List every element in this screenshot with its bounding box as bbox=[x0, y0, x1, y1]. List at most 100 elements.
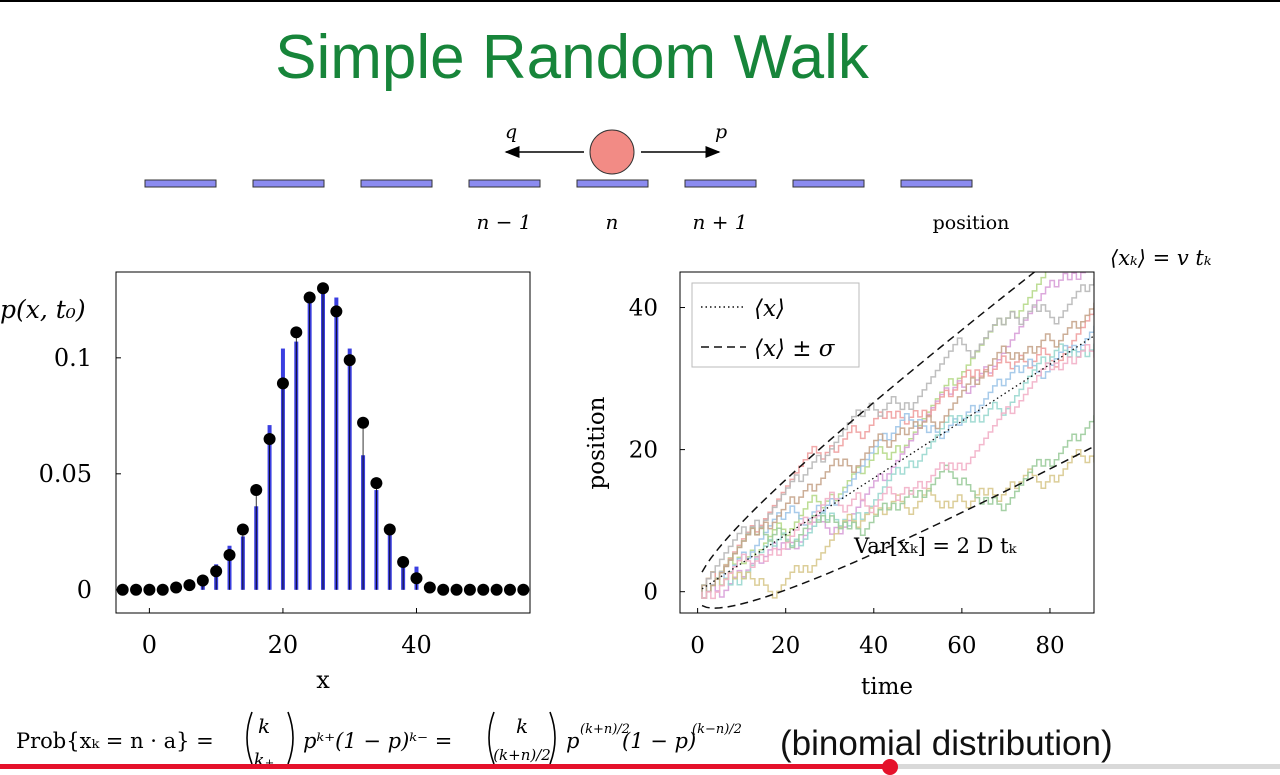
distribution-point bbox=[437, 583, 450, 596]
x-tick-label: 80 bbox=[1035, 633, 1064, 659]
distribution-point bbox=[263, 433, 276, 446]
distribution-point bbox=[343, 354, 356, 367]
mean-line bbox=[701, 335, 1094, 590]
distribution-point bbox=[116, 583, 129, 596]
binomial-note: (binomial distribution) bbox=[780, 724, 1113, 763]
random-walk-diagram: q p n − 1 n n + 1 position bbox=[144, 121, 1010, 234]
lattice-segment bbox=[792, 179, 865, 188]
trajectory-ticks: 0 20 40 60 80 0 20 40 bbox=[629, 296, 1065, 659]
variance-annotation: Var[xₖ] = 2 D tₖ bbox=[853, 534, 1018, 558]
lattice-segment bbox=[900, 179, 973, 188]
x-tick-label: 20 bbox=[268, 631, 299, 659]
legend-entry-sigma: ⟨x⟩ ± σ bbox=[754, 336, 836, 362]
formula-term2-exp: (k+n)/2 bbox=[580, 722, 630, 737]
y-tick-label: 20 bbox=[629, 438, 658, 464]
lower-sigma-line bbox=[701, 445, 1094, 609]
distribution-point bbox=[156, 583, 169, 596]
lattice-segment bbox=[576, 179, 649, 188]
y-tick-label: 0.1 bbox=[54, 344, 92, 372]
video-progress-fill bbox=[0, 764, 890, 769]
distribution-point bbox=[490, 583, 503, 596]
distribution-points bbox=[116, 282, 530, 596]
distribution-point bbox=[290, 326, 303, 339]
walker-particle bbox=[589, 129, 635, 175]
trajectory-line bbox=[701, 302, 1094, 593]
position-axis-label: position bbox=[933, 212, 1010, 234]
distribution-point bbox=[236, 523, 249, 536]
trajectory-frame bbox=[679, 271, 1095, 614]
trajectory-x-label: time bbox=[861, 674, 913, 700]
trajectory-line bbox=[701, 343, 1094, 600]
distribution-point bbox=[450, 583, 463, 596]
x-tick-label: 40 bbox=[401, 631, 432, 659]
lattice-segment bbox=[684, 179, 757, 188]
formula-term2-mid: (1 − p) bbox=[622, 729, 696, 753]
trajectory-line bbox=[701, 278, 1094, 592]
lattice-segment bbox=[144, 179, 217, 188]
trajectory-line bbox=[701, 343, 1094, 593]
distribution-point bbox=[130, 583, 143, 596]
distribution-point bbox=[397, 555, 410, 568]
x-tick-label: 60 bbox=[947, 633, 976, 659]
distribution-point bbox=[383, 523, 396, 536]
left-probability-label: q bbox=[505, 121, 517, 143]
distribution-point bbox=[317, 282, 329, 295]
y-tick-label: 40 bbox=[629, 296, 658, 322]
distribution-point bbox=[196, 574, 209, 587]
distribution-point bbox=[303, 291, 316, 304]
formula-term1: pᵏ⁺(1 − p)ᵏ⁻ = bbox=[303, 729, 452, 753]
formula-binom2-top: k bbox=[516, 714, 528, 738]
x-tick-label: 0 bbox=[142, 631, 157, 659]
site-label-n-plus-1: n + 1 bbox=[692, 210, 747, 234]
y-tick-label: 0 bbox=[77, 576, 92, 604]
x-tick-label: 20 bbox=[771, 633, 800, 659]
slide-title: Simple Random Walk bbox=[275, 23, 869, 92]
distribution-point bbox=[517, 583, 530, 596]
formula-term2-base: p bbox=[566, 729, 579, 753]
distribution-frame bbox=[115, 271, 531, 614]
mean-annotation: ⟨xₖ⟩ = v tₖ bbox=[1110, 246, 1212, 270]
distribution-point bbox=[276, 377, 289, 390]
y-tick-label: 0.05 bbox=[39, 460, 92, 488]
y-tick-label: 0 bbox=[643, 580, 658, 606]
distribution-ticks: 0 20 40 0 0.05 0.1 bbox=[39, 344, 432, 659]
distribution-point bbox=[250, 484, 263, 497]
trajectory-line bbox=[701, 415, 1094, 599]
formula-binom2-bottom: (k+n)/2 bbox=[493, 746, 551, 764]
trajectory-chart: 0 20 40 60 80 0 20 40 ⟨x⟩ ⟨x⟩ ± σ Var[xₖ] = 2 D… bbox=[584, 246, 1212, 700]
distribution-point bbox=[330, 305, 343, 318]
right-probability-label: p bbox=[715, 121, 727, 143]
formula-term2-exp2: (k−n)/2 bbox=[692, 722, 742, 737]
distribution-point bbox=[370, 477, 383, 490]
trajectory-y-label: position bbox=[584, 396, 610, 489]
distribution-point bbox=[410, 572, 423, 585]
site-label-n: n bbox=[606, 210, 619, 234]
trajectory-line bbox=[701, 449, 1094, 599]
lattice-segments bbox=[144, 179, 973, 188]
trajectory-line bbox=[701, 325, 1094, 593]
probability-formula: Prob{xₖ = n · a} = k k₊ pᵏ⁺(1 − p)ᵏ⁻ = k… bbox=[16, 711, 742, 771]
video-scrubber-handle[interactable] bbox=[881, 759, 898, 775]
upper-sigma-line bbox=[701, 272, 1036, 573]
lattice-segment bbox=[252, 179, 325, 188]
distribution-point bbox=[357, 416, 370, 429]
video-progress-bar[interactable] bbox=[0, 759, 1280, 775]
x-tick-label: 40 bbox=[859, 633, 888, 659]
distribution-point bbox=[503, 583, 516, 596]
distribution-point bbox=[143, 583, 156, 596]
statistics-lines bbox=[701, 272, 1094, 609]
legend-entry-mean: ⟨x⟩ bbox=[754, 296, 785, 322]
lattice-segment bbox=[360, 179, 433, 188]
distribution-point bbox=[210, 565, 223, 578]
distribution-point bbox=[223, 549, 236, 562]
legend: ⟨x⟩ ⟨x⟩ ± σ bbox=[691, 282, 860, 368]
formula-lhs: Prob{xₖ = n · a} = bbox=[16, 729, 214, 753]
formula-binom1-top: k bbox=[258, 714, 270, 738]
distribution-chart: 0 20 40 0 0.05 0.1 p(x, t₀) x bbox=[0, 271, 531, 694]
top-border bbox=[0, 0, 1280, 2]
lattice-segment bbox=[468, 179, 541, 188]
distribution-point bbox=[423, 581, 436, 594]
distribution-x-label: x bbox=[316, 666, 330, 694]
trajectory-lines bbox=[701, 272, 1094, 600]
site-label-n-minus-1: n − 1 bbox=[476, 210, 531, 234]
